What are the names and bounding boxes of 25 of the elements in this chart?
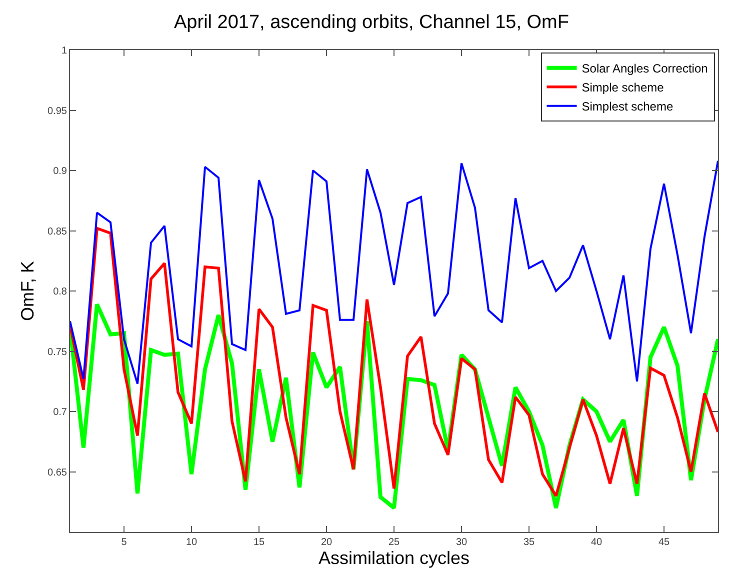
x-tick-label: 25 (388, 537, 400, 548)
chart-title: April 2017, ascending orbits, Channel 15, OmF (174, 12, 569, 33)
x-tick-label: 35 (523, 537, 535, 548)
y-axis-title: OmF, K (18, 260, 38, 322)
x-tick-label: 15 (253, 537, 265, 548)
x-tick-label: 10 (186, 537, 198, 548)
x-axis-title: Assimilation cycles (318, 548, 470, 568)
y-tick-label: 0.85 (48, 226, 68, 238)
x-tick-label: 45 (658, 537, 670, 548)
y-tick-label: 0.9 (53, 166, 68, 177)
y-tick-label: 0.8 (53, 286, 68, 298)
line-series (70, 226, 718, 498)
line-series (70, 160, 718, 385)
y-tick-label: 0.7 (53, 407, 68, 418)
x-tick-label: 20 (320, 537, 332, 548)
x-tick-label: 30 (456, 537, 468, 548)
x-tick-label: 40 (590, 537, 602, 548)
y-tick-label: 0.95 (48, 106, 68, 117)
legend-label: Solar Angles Correction (582, 62, 708, 76)
y-tick-label: 1 (61, 46, 68, 56)
x-tick-label: 5 (121, 537, 128, 548)
y-tick-label: 0.75 (48, 346, 68, 358)
y-tick-label: 0.65 (48, 467, 68, 478)
legend-label: Simple scheme (582, 80, 664, 95)
legend-label: Simplest scheme (582, 100, 674, 114)
